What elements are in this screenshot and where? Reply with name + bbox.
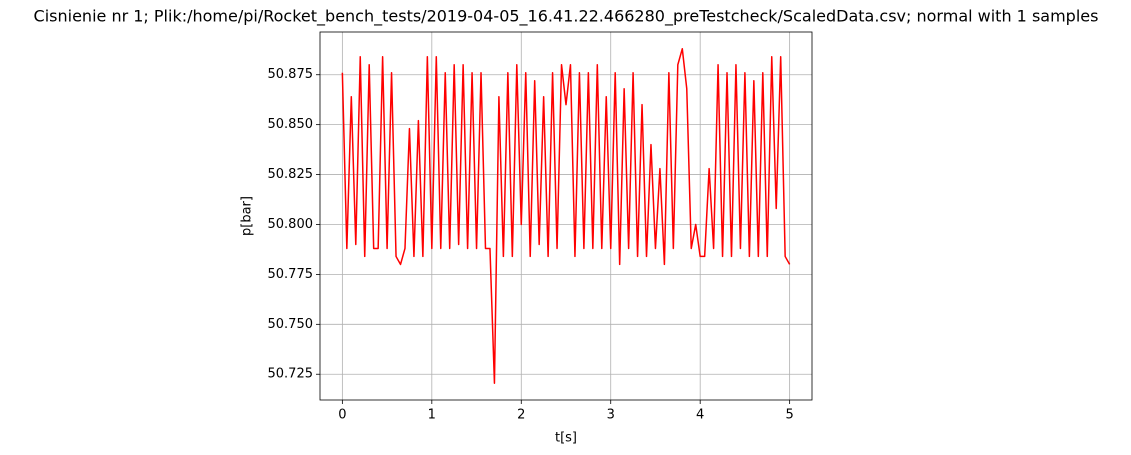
y-axis-label: p[bar] [240, 196, 255, 236]
x-tick-label: 1 [428, 408, 436, 423]
y-tick-label: 50.825 [268, 167, 314, 182]
axes-frame [319, 31, 813, 401]
x-tick-label: 0 [338, 408, 346, 423]
x-tick-label: 2 [517, 408, 525, 423]
x-tick-label: 5 [785, 408, 793, 423]
y-tick-label: 50.800 [268, 217, 314, 232]
data-line [341, 48, 791, 384]
x-axis-label: t[s] [555, 431, 577, 446]
y-tick-label: 50.850 [268, 117, 314, 132]
y-tick-label: 50.750 [268, 317, 314, 332]
chart-title: Cisnienie nr 1; Plik:/home/pi/Rocket_ben… [34, 7, 1099, 27]
x-tick-label: 3 [607, 408, 615, 423]
y-tick-label: 50.725 [268, 367, 314, 382]
x-tick-label: 4 [696, 408, 704, 423]
y-tick-label: 50.775 [268, 267, 314, 282]
y-tick-label: 50.875 [268, 67, 314, 82]
